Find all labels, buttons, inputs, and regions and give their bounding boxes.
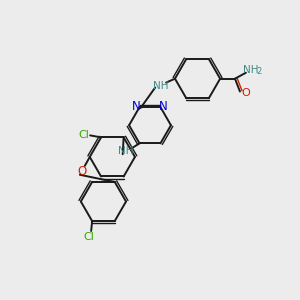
Text: N: N (132, 100, 141, 112)
Text: NH: NH (153, 81, 169, 91)
Text: Cl: Cl (84, 232, 94, 242)
Text: 2: 2 (256, 67, 261, 76)
Text: O: O (77, 165, 86, 178)
Text: NH: NH (118, 146, 134, 156)
Text: Cl: Cl (79, 130, 90, 140)
Text: NH: NH (243, 65, 259, 75)
Text: O: O (242, 88, 250, 98)
Text: N: N (159, 100, 168, 112)
